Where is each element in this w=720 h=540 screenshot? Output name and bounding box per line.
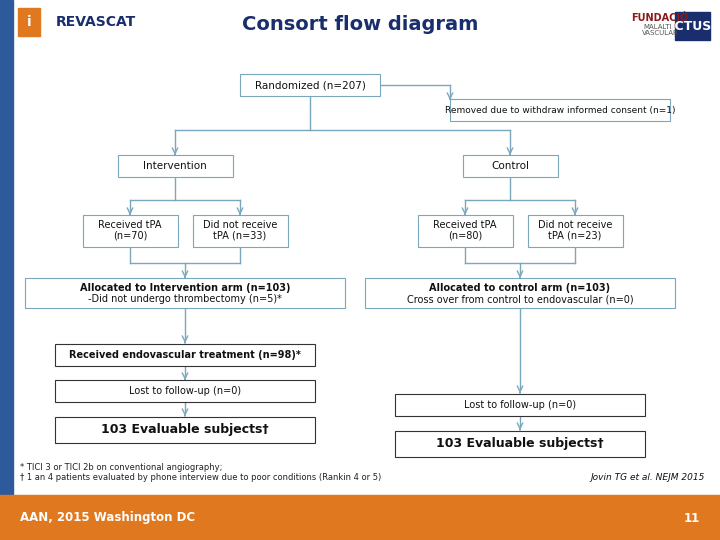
- Text: Allocated to control arm (n=103): Allocated to control arm (n=103): [429, 283, 611, 293]
- FancyBboxPatch shape: [365, 278, 675, 308]
- FancyBboxPatch shape: [55, 380, 315, 402]
- Text: i: i: [27, 15, 31, 29]
- Text: tPA (n=23): tPA (n=23): [549, 231, 602, 241]
- Text: (n=70): (n=70): [113, 231, 147, 241]
- FancyBboxPatch shape: [117, 155, 233, 177]
- FancyBboxPatch shape: [83, 215, 178, 247]
- Text: Jovin TG et al. NEJM 2015: Jovin TG et al. NEJM 2015: [590, 474, 705, 483]
- Text: 11: 11: [684, 511, 700, 524]
- Text: Consort flow diagram: Consort flow diagram: [242, 16, 478, 35]
- FancyBboxPatch shape: [462, 155, 557, 177]
- Text: Received tPA: Received tPA: [98, 220, 162, 230]
- Bar: [0, 0, 13, 540]
- Text: Received tPA: Received tPA: [433, 220, 497, 230]
- FancyBboxPatch shape: [55, 417, 315, 443]
- Text: 103 Evaluable subjects†: 103 Evaluable subjects†: [436, 437, 604, 450]
- Text: AAN, 2015 Washington DC: AAN, 2015 Washington DC: [20, 511, 195, 524]
- FancyBboxPatch shape: [240, 74, 380, 96]
- FancyBboxPatch shape: [55, 344, 315, 366]
- Text: ICTUS: ICTUS: [671, 19, 713, 32]
- FancyBboxPatch shape: [528, 215, 623, 247]
- FancyBboxPatch shape: [25, 278, 345, 308]
- Text: -Did not undergo thrombectomy (n=5)*: -Did not undergo thrombectomy (n=5)*: [88, 294, 282, 304]
- Text: Control: Control: [491, 161, 529, 171]
- FancyBboxPatch shape: [450, 99, 670, 121]
- Text: Removed due to withdraw informed consent (n=1): Removed due to withdraw informed consent…: [445, 105, 675, 114]
- Text: * TICI 3 or TICI 2b on conventional angiography;: * TICI 3 or TICI 2b on conventional angi…: [20, 463, 222, 472]
- Text: 103 Evaluable subjects†: 103 Evaluable subjects†: [102, 423, 269, 436]
- FancyBboxPatch shape: [418, 215, 513, 247]
- Text: Randomized (n=207): Randomized (n=207): [255, 80, 366, 90]
- Text: (n=80): (n=80): [448, 231, 482, 241]
- Text: Intervention: Intervention: [143, 161, 207, 171]
- Text: Did not receive: Did not receive: [203, 220, 277, 230]
- Text: Allocated to Intervention arm (n=103): Allocated to Intervention arm (n=103): [80, 283, 290, 293]
- Bar: [675, 12, 710, 40]
- FancyBboxPatch shape: [395, 394, 645, 416]
- Text: MALALTIA: MALALTIA: [643, 24, 677, 30]
- Text: Received endovascular treatment (n=98)*: Received endovascular treatment (n=98)*: [69, 350, 301, 360]
- Text: Cross over from control to endovascular (n=0): Cross over from control to endovascular …: [407, 294, 634, 304]
- FancyBboxPatch shape: [192, 215, 287, 247]
- Text: FUNDACIÓ: FUNDACIÓ: [631, 13, 688, 23]
- Text: Lost to follow-up (n=0): Lost to follow-up (n=0): [129, 386, 241, 396]
- Text: Lost to follow-up (n=0): Lost to follow-up (n=0): [464, 400, 576, 410]
- Bar: [0, 495, 720, 540]
- FancyBboxPatch shape: [395, 431, 645, 457]
- Text: † 1 an 4 patients evaluated by phone interview due to poor conditions (Rankin 4 : † 1 an 4 patients evaluated by phone int…: [20, 474, 382, 483]
- Text: tPA (n=33): tPA (n=33): [213, 231, 266, 241]
- Text: REVASCAT: REVASCAT: [56, 15, 136, 29]
- Text: Did not receive: Did not receive: [538, 220, 612, 230]
- Bar: [18, 8, 40, 36]
- Text: VASCULAR: VASCULAR: [642, 30, 678, 36]
